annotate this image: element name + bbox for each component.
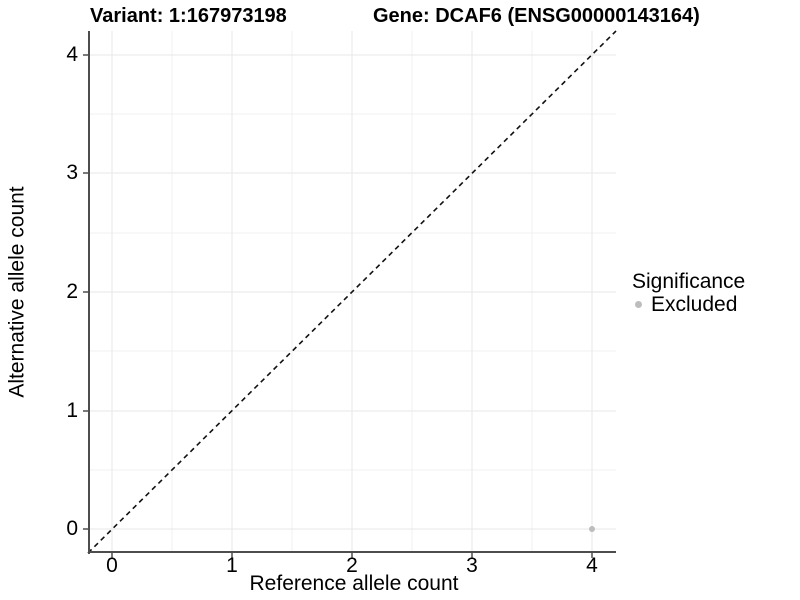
x-tick-label: 2 bbox=[346, 554, 358, 577]
y-tick-label: 1 bbox=[66, 399, 78, 422]
x-tick-label: 1 bbox=[226, 554, 238, 577]
identity-reference-line bbox=[87, 30, 617, 554]
y-tick-label: 2 bbox=[66, 280, 78, 303]
y-axis-title: Alternative allele count bbox=[5, 186, 29, 398]
y-tick-label: 0 bbox=[66, 517, 78, 540]
x-tick-label: 3 bbox=[466, 554, 478, 577]
excluded-point-icon bbox=[635, 301, 642, 308]
legend: Significance Excluded bbox=[632, 270, 745, 316]
x-axis-title: Reference allele count bbox=[249, 572, 459, 595]
y-tick-label: 3 bbox=[66, 161, 78, 184]
x-tick-label: 4 bbox=[586, 554, 598, 577]
data-point-excluded bbox=[589, 526, 595, 532]
y-tick-label: 4 bbox=[66, 43, 78, 66]
x-tick-label: 0 bbox=[106, 554, 118, 577]
legend-item-excluded: Excluded bbox=[632, 293, 745, 316]
plot-title-gene: Gene: DCAF6 (ENSG00000143164) bbox=[373, 5, 700, 27]
plot-title-variant: Variant: 1:167973198 bbox=[90, 5, 287, 27]
legend-item-label: Excluded bbox=[651, 293, 738, 316]
legend-title: Significance bbox=[632, 270, 746, 293]
